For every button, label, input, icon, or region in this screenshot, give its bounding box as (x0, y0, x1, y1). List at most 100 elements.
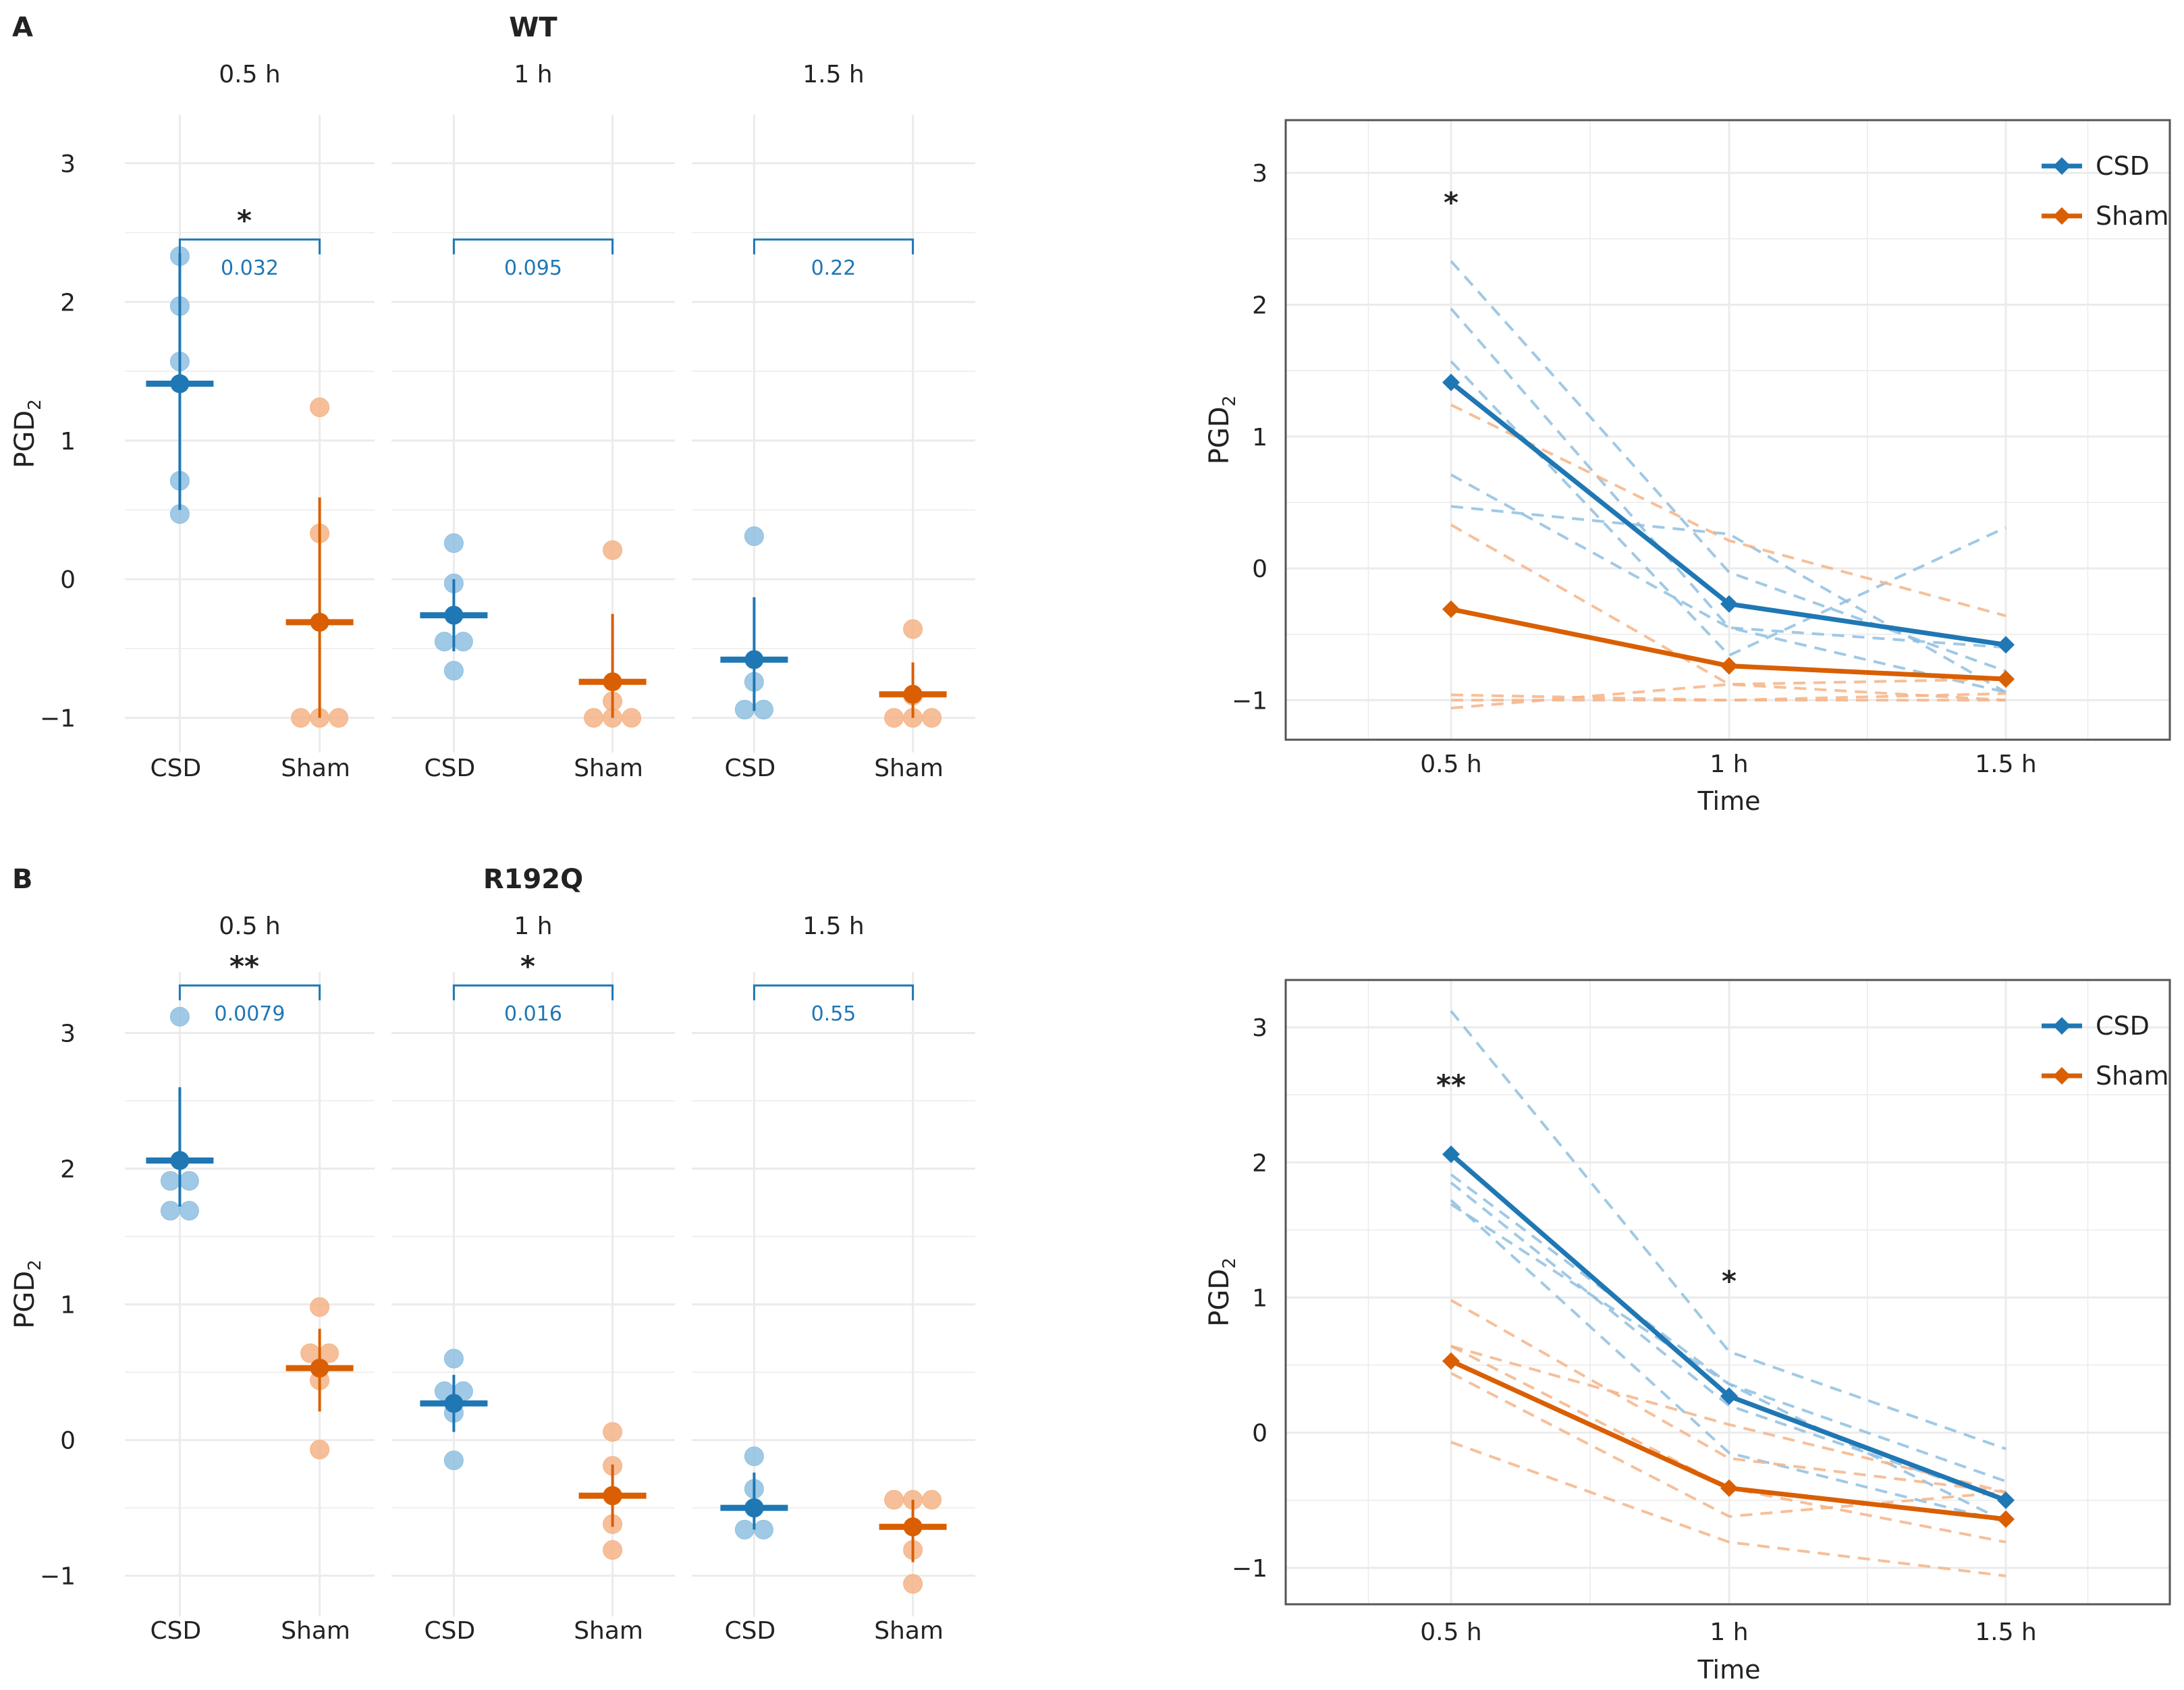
mean-point (444, 605, 464, 625)
data-point (603, 1539, 623, 1560)
facet-label: 1 h (514, 61, 552, 88)
y-tick-label: 1 (60, 428, 76, 456)
comparison-bracket (452, 984, 614, 1001)
data-point (744, 1446, 764, 1467)
panel-b-title: R192Q (483, 864, 583, 895)
category-label: Sham (574, 1617, 643, 1645)
individual-line (1450, 1199, 2006, 1523)
individual-line (1450, 1440, 2006, 1577)
x-axis-title: Time (1697, 1655, 1761, 1685)
data-point (922, 708, 942, 728)
mean-marker (1997, 1510, 2015, 1528)
x-tick-label: 1.5 h (1975, 1618, 2037, 1646)
individual-line (1450, 523, 2006, 686)
data-point (734, 699, 755, 719)
p-value-label: 0.095 (504, 256, 562, 280)
individual-line (1450, 1203, 2006, 1523)
data-point (160, 1201, 180, 1221)
individual-line (1450, 692, 2006, 702)
plot-frame (1284, 119, 2171, 741)
mean-marker (1720, 657, 1738, 675)
data-point (744, 526, 764, 547)
y-tick-label: 0 (1252, 1420, 1267, 1448)
significance-label: * (1722, 1264, 1737, 1297)
x-tick-label: 0.5 h (1420, 751, 1482, 778)
y-tick-label: −1 (1232, 1555, 1267, 1583)
data-point (922, 1490, 942, 1510)
data-point (160, 1171, 180, 1191)
panel-b-letter: B (12, 864, 33, 895)
data-point (179, 1201, 199, 1221)
legend-marker (2053, 207, 2071, 225)
mean-marker (1442, 1145, 1460, 1164)
legend-marker (2053, 1067, 2071, 1085)
mean-point (744, 650, 764, 670)
data-point (584, 708, 604, 728)
facet-label: 1.5 h (802, 912, 865, 940)
y-tick-label: −1 (40, 1563, 76, 1591)
p-value-label: 0.032 (221, 256, 279, 280)
mean-marker (1720, 1387, 1738, 1405)
y-axis-label: PGD2 (1204, 1257, 1240, 1326)
data-point (603, 1422, 623, 1442)
category-label: CSD (425, 755, 476, 782)
mean-marker (1442, 600, 1460, 618)
data-point (443, 1348, 464, 1369)
individual-line (1450, 1344, 2006, 1494)
y-tick-label: 0 (60, 566, 76, 594)
mean-marker (1997, 636, 2015, 654)
data-point (443, 1450, 464, 1471)
mean-marker (1997, 670, 2015, 688)
y-tick-label: −1 (1232, 687, 1267, 715)
p-value-label: 0.016 (504, 1002, 562, 1026)
individual-line (1450, 1181, 2006, 1502)
mean-marker (1442, 1352, 1460, 1370)
data-point (622, 708, 642, 728)
mean-marker (1720, 1479, 1738, 1497)
category-label: CSD (725, 1617, 776, 1645)
category-label: Sham (281, 1617, 350, 1645)
p-value-label: 0.22 (811, 256, 856, 280)
comparison-bracket (753, 984, 914, 1001)
individual-line (1450, 1371, 2006, 1518)
y-tick-label: 0 (1252, 555, 1267, 583)
y-tick-label: 3 (1252, 1014, 1267, 1042)
mean-point (744, 1498, 764, 1518)
panel-a-title: WT (509, 12, 557, 43)
significance-label: ** (1436, 1068, 1466, 1101)
mean-point (310, 1359, 329, 1378)
category-label: Sham (874, 1617, 944, 1645)
category-label: Sham (574, 755, 643, 782)
data-point (753, 699, 773, 719)
data-point (753, 1519, 773, 1539)
x-tick-label: 1 h (1710, 1618, 1748, 1646)
legend-marker (2053, 1017, 2071, 1035)
x-tick-label: 0.5 h (1420, 1618, 1482, 1646)
individual-line (1450, 360, 2006, 657)
mean-point (170, 1151, 190, 1170)
panel-a-letter: A (12, 12, 33, 43)
plot-frame (1284, 979, 2171, 1606)
y-tick-label: 2 (1252, 292, 1267, 319)
significance-label: * (237, 204, 252, 237)
data-point (310, 397, 330, 417)
y-tick-label: 1 (1252, 1285, 1267, 1313)
data-point (453, 632, 473, 652)
data-point (291, 708, 311, 728)
mean-point (603, 672, 622, 692)
mean-point (310, 612, 329, 632)
x-tick-label: 1.5 h (1975, 751, 2037, 778)
y-tick-label: 0 (60, 1427, 76, 1455)
mean-point (903, 684, 923, 704)
significance-label: * (1444, 186, 1458, 219)
mean-point (444, 1394, 464, 1413)
facet-label: 0.5 h (219, 912, 281, 940)
y-tick-label: 2 (1252, 1149, 1267, 1177)
individual-line (1450, 1299, 2006, 1494)
y-tick-label: 2 (60, 289, 76, 317)
legend-label: CSD (2096, 151, 2150, 181)
y-axis-label: PGD2 (1204, 396, 1240, 464)
mean-marker (1997, 1491, 2015, 1509)
individual-line (1450, 473, 2006, 694)
